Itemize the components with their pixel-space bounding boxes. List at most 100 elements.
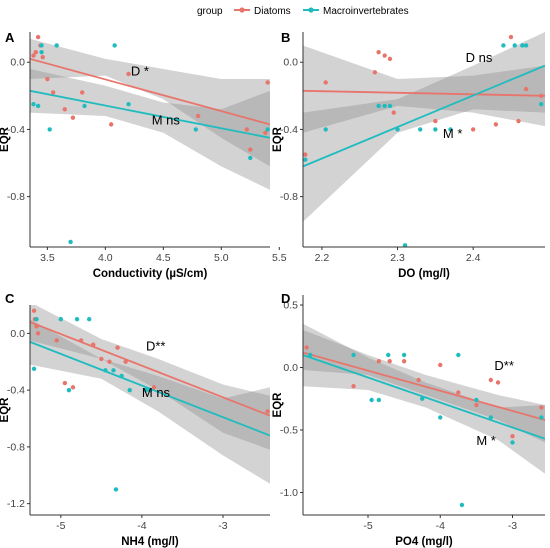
panel-c-diatoms-point-9 xyxy=(99,356,104,362)
panel-d-y-tick-label-1: 0.0 xyxy=(283,362,298,374)
panel-b-diatoms-point-6 xyxy=(391,110,396,115)
panel-d-y-tick-label-0: 0.5 xyxy=(283,300,298,312)
panel-a-diatoms-fit-line xyxy=(30,58,270,126)
panel-d-diatoms-point-9 xyxy=(488,377,494,383)
panel-b-diatoms-point-5 xyxy=(387,56,393,62)
panel-c-macro-point-8 xyxy=(113,487,119,492)
panel-a-diatoms-point-5 xyxy=(45,76,50,82)
panel-b-diatoms-point-9 xyxy=(493,122,499,127)
panel-b-letter: B xyxy=(281,30,290,45)
panel-a: 3.5 4.0 4.5 5.0 5.5 0.0 -0.4 -0.8 Conductivity (… xyxy=(0,30,287,280)
panel-d-diatoms-point-3 xyxy=(387,359,392,364)
panel-c-y-tick-label-2: -0.8 xyxy=(7,441,25,453)
panel-c-diatoms-point-7 xyxy=(78,338,84,343)
panel-b-macro-point-3 xyxy=(382,103,387,109)
panel-c-macro-point-11 xyxy=(143,387,149,393)
panel-d-macro-point-6 xyxy=(419,396,425,401)
panel-d-macro-point-11 xyxy=(488,415,494,420)
panel-d-annotation-1: M * xyxy=(476,433,496,448)
legend-diatoms-label: Diatoms xyxy=(254,6,291,17)
panel-b-diatoms-point-0 xyxy=(303,152,308,157)
panel-d-diatoms-point-7 xyxy=(456,390,461,395)
panel-a-diatoms-point-6 xyxy=(50,90,56,95)
panel-c-diatoms-point-4 xyxy=(54,338,59,343)
panel-c-x-tick-label-1: -4 xyxy=(137,520,146,532)
legend-macro-key-dot xyxy=(308,7,314,13)
panel-a-diatoms-point-13 xyxy=(244,127,250,132)
panel-a-diatoms-point-9 xyxy=(79,90,85,95)
panel-d-diatoms-point-10 xyxy=(495,380,501,385)
panel-c-diatoms-point-12 xyxy=(123,359,128,364)
panel-c-macro-point-1 xyxy=(34,316,39,322)
panel-d-diatoms-point-5 xyxy=(416,377,421,383)
panel-b-diatoms-point-8 xyxy=(470,127,476,132)
panel-d-x-axis-title: PO4 (mg/l) xyxy=(395,536,453,548)
panel-a-diatoms-point-2 xyxy=(35,34,41,40)
panel-c-x-axis-title: NH4 (mg/l) xyxy=(121,536,179,548)
panel-c-macro-point-0 xyxy=(31,366,37,372)
panel-d-macro-point-0 xyxy=(308,352,313,358)
panel-b-diatoms-point-7 xyxy=(433,118,438,124)
panel-c-letter: C xyxy=(5,291,15,306)
panel-c-macro-point-10 xyxy=(127,387,132,393)
panel-a-macro-point-6 xyxy=(68,239,73,245)
panel-d-x-tick-label-1: -4 xyxy=(436,520,445,532)
panel-a-diatoms-point-7 xyxy=(62,107,67,112)
panel-b-diatoms-confidence-band xyxy=(303,45,545,133)
panel-d-macro-point-9 xyxy=(459,502,465,508)
panel-a-diatoms-point-14 xyxy=(248,147,253,152)
panel-c-macro-point-3 xyxy=(74,316,80,322)
panel-d-macro-point-1 xyxy=(351,352,356,358)
panel-d-plot-area xyxy=(303,323,545,508)
panel-b-y-tick-label-2: -0.8 xyxy=(280,191,298,203)
panel-d-macro-point-12 xyxy=(510,440,515,445)
panel-c-y-tick-label-0: 0.0 xyxy=(10,328,25,340)
panel-a-x-tick-label-3: 5.0 xyxy=(214,252,229,264)
panel-a-macro-point-11 xyxy=(248,155,253,161)
panel-c-diatoms-point-8 xyxy=(91,342,96,347)
panel-d-diatoms-point-1 xyxy=(351,384,356,389)
panel-c-plot-area xyxy=(30,305,270,492)
panel-d-diatoms-point-11 xyxy=(510,434,515,439)
panel-b-macro-point-6 xyxy=(402,243,408,247)
panel-b-plot-area xyxy=(303,32,545,247)
panel-d-diatoms-fit-line xyxy=(303,351,545,421)
panel-d-macro-point-13 xyxy=(539,415,544,420)
panel-a-macro-point-3 xyxy=(39,49,44,55)
panel-b-macro-point-2 xyxy=(376,103,381,109)
panel-b-macro-point-14 xyxy=(539,102,544,107)
panel-a-macro-point-10 xyxy=(193,127,198,132)
panel-a-macro-point-5 xyxy=(54,43,59,48)
panel-d-macro-point-5 xyxy=(401,352,407,358)
panel-b-macro-point-13 xyxy=(523,43,529,48)
panel-a-macro-fit-line xyxy=(30,89,270,139)
legend-diatoms-key-dot xyxy=(239,7,245,13)
panel-b-diatoms-point-13 xyxy=(539,93,544,99)
panel-a-macro-point-12 xyxy=(265,127,270,132)
panel-a-x-tick-label-2: 4.5 xyxy=(156,252,171,264)
panel-c-y-axis-title: EQR xyxy=(0,397,11,423)
panel-d-letter: D xyxy=(281,291,290,306)
panel-c-x-tick-label-2: -3 xyxy=(218,520,227,532)
panel-d-macro-point-10 xyxy=(474,397,479,403)
panel-d: -5 -4 -3 0.5 0.0 -0.5 -1.0 PO4 (mg/l) EQR D D** M * xyxy=(272,291,545,548)
panel-c-macro-point-9 xyxy=(119,373,124,379)
panel-c-diatoms-point-11 xyxy=(115,345,120,350)
panel-b-diatoms-point-2 xyxy=(372,70,378,75)
panel-c-x-tick-label-0: -5 xyxy=(56,520,65,532)
panel-d-macro-point-7 xyxy=(438,415,443,420)
panel-d-macro-point-2 xyxy=(369,397,374,403)
panel-b-macro-point-7 xyxy=(418,127,423,132)
panel-b-diatoms-point-3 xyxy=(376,49,381,55)
panel-d-diatoms-point-4 xyxy=(401,359,407,364)
panel-a-macro-point-2 xyxy=(39,43,44,48)
panel-c-macro-point-2 xyxy=(58,316,64,322)
panel-c-macro-point-6 xyxy=(103,368,108,373)
panel-b-y-axis-title: EQR xyxy=(272,126,284,152)
panel-d-y-tick-label-3: -1.0 xyxy=(280,487,298,499)
panel-d-x-tick-label-0: -5 xyxy=(363,520,372,532)
panel-a-macro-confidence-band xyxy=(30,68,270,190)
panel-b-diatoms-point-4 xyxy=(382,53,387,58)
panel-d-macro-fit-line xyxy=(303,354,545,440)
panel-a-x-tick-label-0: 3.5 xyxy=(40,252,55,264)
